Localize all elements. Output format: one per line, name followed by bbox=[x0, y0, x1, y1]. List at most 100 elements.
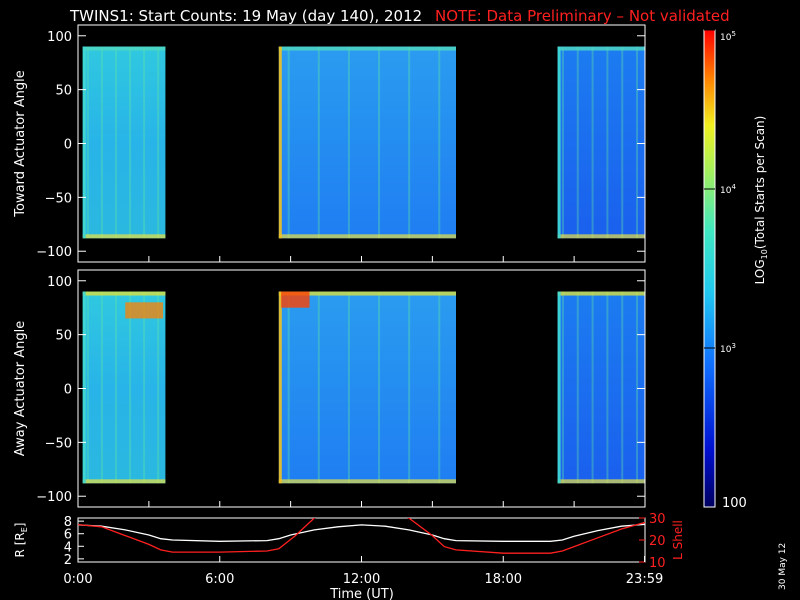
toward-streak bbox=[114, 46, 117, 239]
away-data-segment bbox=[278, 291, 456, 484]
colorbar-tick-label: 104 bbox=[720, 183, 736, 196]
toward-ytick-label: 100 bbox=[47, 30, 72, 45]
time-tick-label: 23:59 bbox=[626, 572, 663, 587]
toward-streak bbox=[576, 46, 579, 239]
colorbar-gradient bbox=[703, 29, 716, 508]
toward-actuator-panel: 100 50 0 −50 −100 Toward Actuator Angle bbox=[13, 24, 646, 263]
lshell-series-line bbox=[78, 518, 645, 554]
toward-streak bbox=[86, 46, 89, 239]
away-streak bbox=[143, 291, 146, 484]
radius-series-line bbox=[78, 523, 645, 542]
toward-leading-edge bbox=[82, 46, 86, 239]
toward-streak bbox=[129, 46, 132, 239]
toward-edge bbox=[557, 46, 645, 51]
toward-streak bbox=[621, 46, 624, 239]
toward-streak bbox=[287, 46, 290, 239]
away-edge bbox=[278, 479, 456, 484]
away-streak bbox=[408, 291, 411, 484]
away-streak bbox=[438, 291, 441, 484]
away-ytick-label: −100 bbox=[36, 490, 72, 505]
away-hotspot bbox=[281, 291, 310, 308]
toward-edge bbox=[557, 234, 645, 239]
toward-ylabel: Toward Actuator Angle bbox=[13, 70, 28, 217]
toward-streak bbox=[100, 46, 103, 239]
orbit-right-tick-label: 30 bbox=[649, 512, 666, 527]
away-streak bbox=[129, 291, 132, 484]
away-streak bbox=[157, 291, 160, 484]
time-tick-label: 0:00 bbox=[63, 572, 92, 587]
away-edge bbox=[278, 291, 456, 296]
toward-edge bbox=[82, 46, 166, 51]
toward-streak bbox=[636, 46, 639, 239]
away-streak bbox=[591, 291, 594, 484]
away-ytick-label: −50 bbox=[45, 436, 72, 451]
toward-data-segment bbox=[557, 46, 645, 239]
away-streak bbox=[86, 291, 89, 484]
time-axis-label: Time (UT) bbox=[329, 587, 394, 600]
orbit-left-tick-label: 2 bbox=[64, 553, 72, 568]
orbit-left-tick-label: 8 bbox=[64, 515, 72, 530]
orbit-right-tick-label: 20 bbox=[649, 534, 666, 549]
toward-ytick-label: 50 bbox=[55, 84, 72, 99]
chart-title: TWINS1: Start Counts: 19 May (day 140), … bbox=[69, 7, 422, 25]
away-leading-edge bbox=[82, 291, 86, 484]
away-ylabel: Away Actuator Angle bbox=[13, 321, 28, 456]
away-leading-edge bbox=[557, 291, 561, 484]
orbit-left-tick-label: 6 bbox=[64, 528, 72, 543]
toward-streak bbox=[591, 46, 594, 239]
away-edge bbox=[82, 291, 166, 296]
time-tick-label: 12:00 bbox=[343, 572, 380, 587]
colorbar-tick-label: 103 bbox=[720, 342, 736, 355]
away-ytick-label: 50 bbox=[55, 329, 72, 344]
away-ytick-label: 100 bbox=[47, 275, 72, 290]
away-streak bbox=[347, 291, 350, 484]
toward-edge bbox=[278, 234, 456, 239]
toward-edge bbox=[82, 234, 166, 239]
away-streak bbox=[378, 291, 381, 484]
toward-streak bbox=[157, 46, 160, 239]
away-edge bbox=[557, 479, 645, 484]
away-streak bbox=[287, 291, 290, 484]
away-actuator-panel: 100 50 0 −50 −100 Away Actuator Angle bbox=[13, 269, 646, 508]
away-streak bbox=[317, 291, 320, 484]
away-data-segment bbox=[557, 291, 645, 484]
toward-streak bbox=[606, 46, 609, 239]
away-streak bbox=[114, 291, 117, 484]
away-streak bbox=[621, 291, 624, 484]
radius-axis-label: R [RE] bbox=[13, 523, 29, 558]
toward-streak bbox=[561, 46, 564, 239]
away-edge bbox=[557, 291, 645, 296]
toward-streak bbox=[143, 46, 146, 239]
toward-edge bbox=[278, 46, 456, 51]
away-hotspot bbox=[125, 302, 164, 319]
orbit-right-tick-label: 10 bbox=[649, 556, 666, 571]
toward-streak bbox=[438, 46, 441, 239]
away-edge bbox=[82, 479, 166, 484]
toward-data-segment bbox=[278, 46, 456, 239]
footer-date: 30 May 12 bbox=[778, 543, 788, 590]
colorbar: 105 104 103 LOG10(Total Starts per Scan) 1… bbox=[703, 29, 769, 511]
away-ytick-label: 0 bbox=[64, 383, 72, 398]
toward-streak bbox=[378, 46, 381, 239]
colorbar-tick-label: 105 bbox=[720, 30, 736, 43]
toward-streak bbox=[408, 46, 411, 239]
away-streak bbox=[606, 291, 609, 484]
away-streak bbox=[100, 291, 103, 484]
away-streak bbox=[636, 291, 639, 484]
away-leading-edge bbox=[278, 291, 282, 484]
away-streak bbox=[561, 291, 564, 484]
toward-leading-edge bbox=[557, 46, 561, 239]
toward-ytick-label: −50 bbox=[45, 191, 72, 206]
toward-data-segment bbox=[82, 46, 166, 239]
toward-leading-edge bbox=[278, 46, 282, 239]
toward-ytick-label: 0 bbox=[64, 138, 72, 153]
time-tick-label: 6:00 bbox=[205, 572, 234, 587]
orbit-left-tick-label: 4 bbox=[64, 540, 72, 555]
toward-ytick-label: −100 bbox=[36, 245, 72, 260]
toward-streak bbox=[317, 46, 320, 239]
colorbar-bottom-label: 100 bbox=[722, 496, 747, 511]
preliminary-note: NOTE: Data Preliminary – Not validated bbox=[435, 7, 730, 25]
time-tick-label: 18:00 bbox=[485, 572, 522, 587]
